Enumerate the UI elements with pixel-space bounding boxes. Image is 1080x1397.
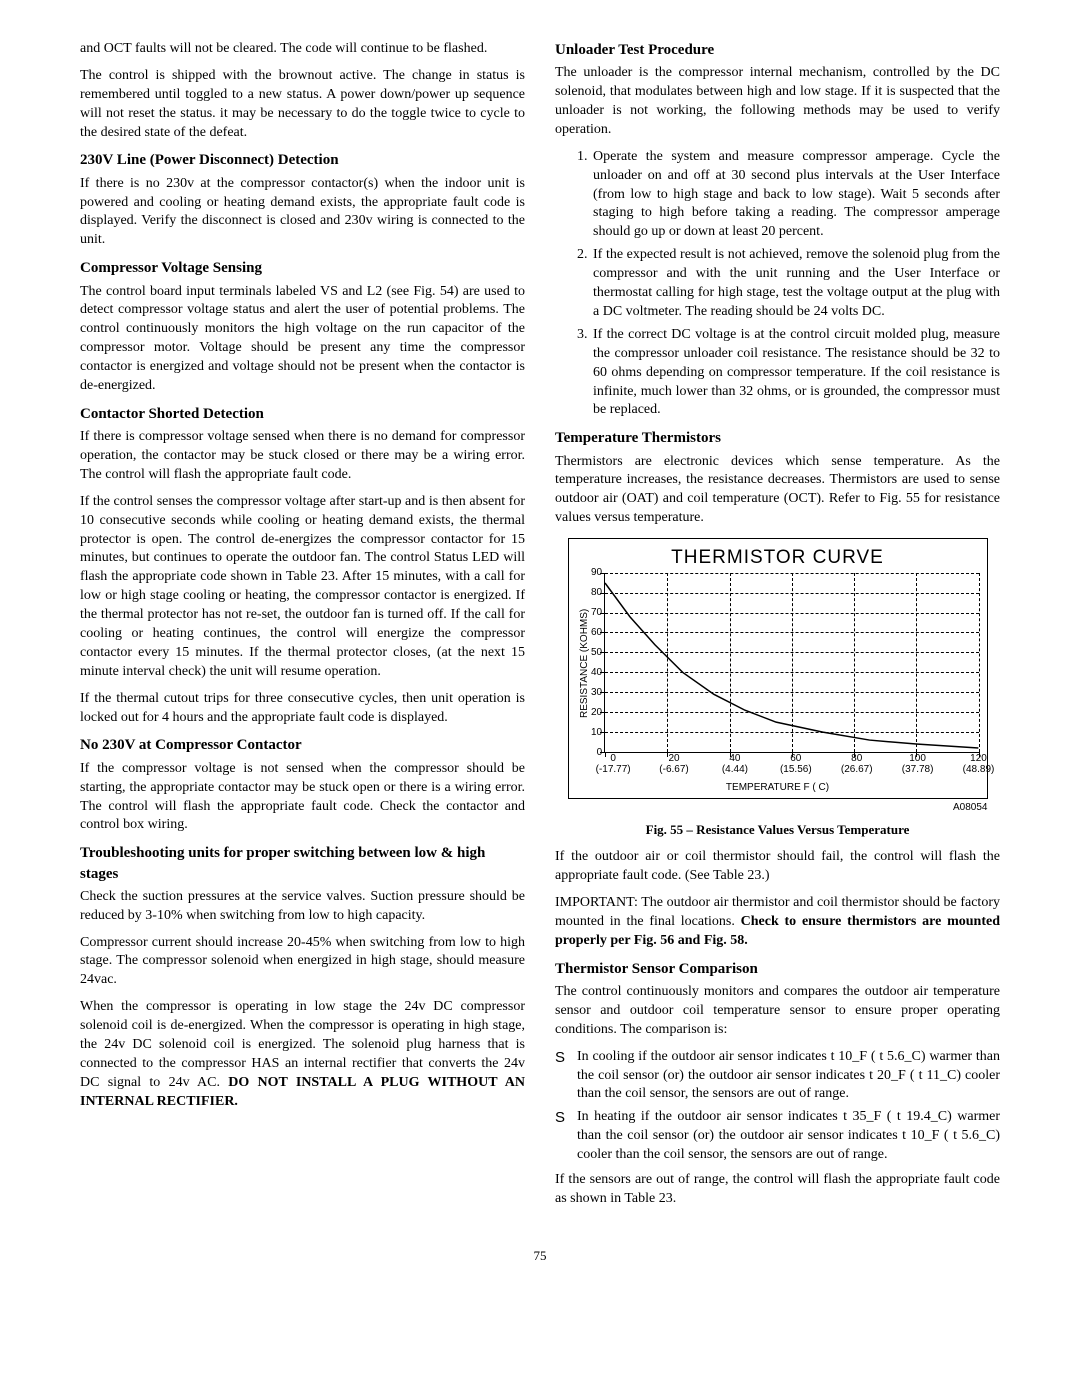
para: If there is no 230v at the compressor co…: [80, 175, 525, 251]
chart-y-axis: 9080706050403020100: [591, 573, 604, 753]
list-item: Operate the system and measure compresso…: [591, 148, 1000, 242]
para: If the compressor voltage is not sensed …: [80, 760, 525, 836]
list-item: If the expected result is not achieved, …: [591, 246, 1000, 322]
list-item: If the correct DC voltage is at the cont…: [591, 326, 1000, 420]
page-number: 75: [80, 1247, 1000, 1265]
chart-title: THERMISTOR CURVE: [577, 545, 979, 571]
comparison-bullets: In cooling if the outdoor air sensor ind…: [555, 1048, 1000, 1165]
figure-caption: Fig. 55 – Resistance Values Versus Tempe…: [555, 821, 1000, 839]
para: If the outdoor air or coil thermistor sh…: [555, 848, 1000, 886]
heading-troubleshooting: Troubleshooting units for proper switchi…: [80, 843, 525, 884]
chart-xtick: 60(15.56): [780, 753, 812, 775]
chart-gridline: [916, 573, 917, 752]
chart-tick: [600, 613, 605, 614]
para: The control continuously monitors and co…: [555, 983, 1000, 1040]
chart-body: RESISTANCE (KOHMS) 9080706050403020100: [577, 573, 979, 753]
heading-sensor-comparison: Thermistor Sensor Comparison: [555, 959, 1000, 979]
chart-x-axis-label: TEMPERATURE F ( C): [577, 781, 979, 795]
para: Compressor current should increase 20-45…: [80, 934, 525, 991]
list-item: In heating if the outdoor air sensor ind…: [555, 1108, 1000, 1165]
para: The control board input terminals labele…: [80, 283, 525, 396]
para: If the thermal cutout trips for three co…: [80, 690, 525, 728]
chart-gridline: [730, 573, 731, 752]
heading-thermistors: Temperature Thermistors: [555, 428, 1000, 448]
chart-tick: [600, 652, 605, 653]
chart-xtick: 80(26.67): [841, 753, 873, 775]
chart-xtick: 0(-17.77): [596, 753, 631, 775]
chart-tick: [600, 593, 605, 594]
chart-xtick: 120(48.89): [963, 753, 995, 775]
chart-tick: [600, 692, 605, 693]
chart-x-axis-row: 0(-17.77) 20(-6.67) 40(4.44) 60(15.56) 80(26…: [577, 753, 979, 779]
para: The control is shipped with the brownout…: [80, 67, 525, 143]
heading-voltage-sensing: Compressor Voltage Sensing: [80, 258, 525, 278]
para: If the control senses the compressor vol…: [80, 493, 525, 682]
para: If there is compressor voltage sensed wh…: [80, 428, 525, 485]
para: If the sensors are out of range, the con…: [555, 1171, 1000, 1209]
chart-plot-area: [604, 573, 978, 753]
para: Check the suction pressures at the servi…: [80, 888, 525, 926]
chart-tick: [600, 573, 605, 574]
list-item: In cooling if the outdoor air sensor ind…: [555, 1048, 1000, 1105]
heading-230v: 230V Line (Power Disconnect) Detection: [80, 150, 525, 170]
content-columns: and OCT faults will not be cleared. The …: [80, 40, 1000, 1217]
left-column: and OCT faults will not be cleared. The …: [80, 40, 525, 1217]
chart-code: A08054: [568, 801, 988, 815]
heading-no-230v: No 230V at Compressor Contactor: [80, 735, 525, 755]
chart-tick: [600, 672, 605, 673]
chart-xtick: 20(-6.67): [659, 753, 688, 775]
para: IMPORTANT: The outdoor air thermistor an…: [555, 894, 1000, 951]
chart-xtick: 100(37.78): [902, 753, 934, 775]
para: The unloader is the compressor internal …: [555, 64, 1000, 140]
heading-unloader: Unloader Test Procedure: [555, 40, 1000, 60]
chart-gridline: [667, 573, 668, 752]
chart-gridline: [854, 573, 855, 752]
para: When the compressor is operating in low …: [80, 998, 525, 1111]
chart-tick: [600, 632, 605, 633]
thermistor-chart: THERMISTOR CURVE RESISTANCE (KOHMS) 9080…: [568, 538, 988, 799]
chart-tick: [600, 732, 605, 733]
chart-y-axis-label: RESISTANCE (KOHMS): [577, 573, 592, 753]
chart-x-axis: 0(-17.77)20(-6.67)40(4.44)60(15.56)80(26…: [613, 753, 978, 779]
unloader-steps: Operate the system and measure compresso…: [555, 148, 1000, 420]
chart-tick: [600, 712, 605, 713]
right-column: Unloader Test Procedure The unloader is …: [555, 40, 1000, 1217]
chart-gridline: [792, 573, 793, 752]
para: and OCT faults will not be cleared. The …: [80, 40, 525, 59]
heading-contactor-shorted: Contactor Shorted Detection: [80, 404, 525, 424]
chart-xtick: 40(4.44): [722, 753, 748, 775]
para: Thermistors are electronic devices which…: [555, 453, 1000, 529]
chart-gridline: [979, 573, 980, 752]
